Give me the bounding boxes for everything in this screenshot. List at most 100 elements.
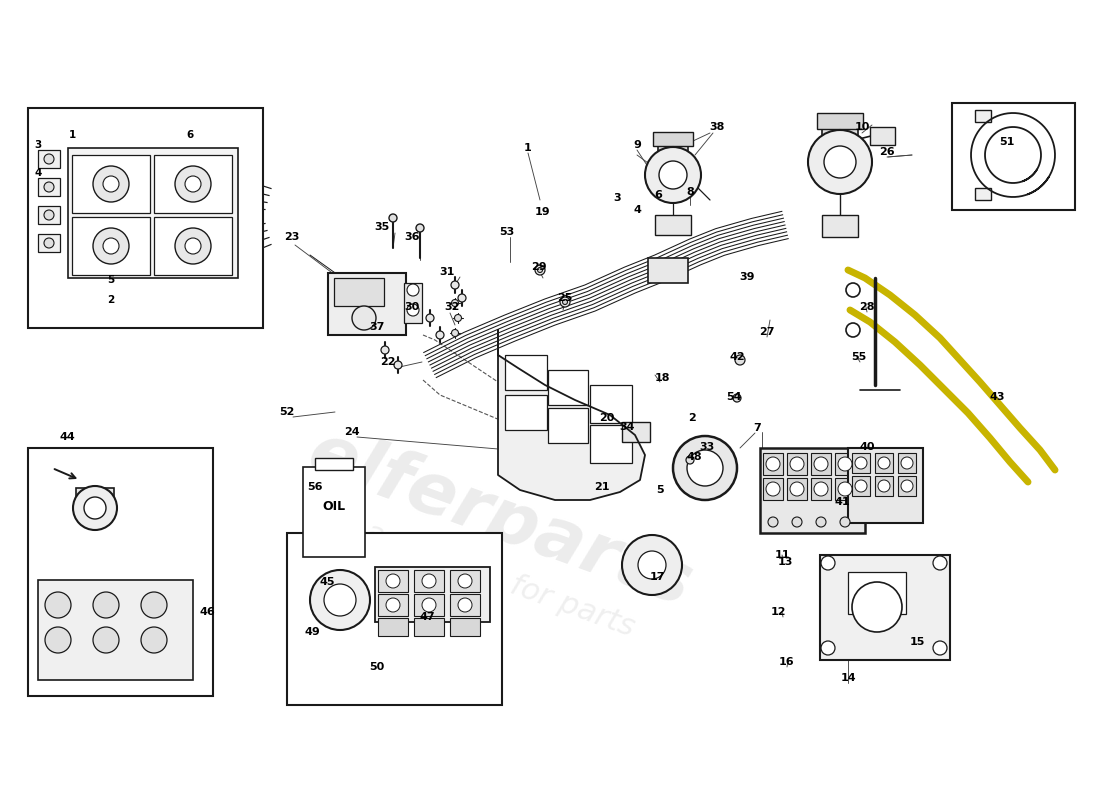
- Bar: [450, 570, 480, 592]
- Text: 16: 16: [779, 657, 795, 667]
- Text: 36: 36: [405, 232, 420, 242]
- Circle shape: [458, 598, 472, 612]
- Circle shape: [458, 294, 466, 302]
- Circle shape: [933, 641, 947, 655]
- Bar: [414, 570, 444, 592]
- Text: 33: 33: [700, 442, 715, 452]
- Text: 56: 56: [307, 482, 322, 492]
- Text: 21: 21: [594, 482, 609, 492]
- Text: 46: 46: [199, 607, 214, 617]
- Bar: [404, 283, 422, 323]
- Bar: [28, 108, 263, 328]
- Circle shape: [659, 161, 688, 189]
- Bar: [835, 453, 855, 475]
- Bar: [763, 478, 783, 500]
- Bar: [505, 355, 547, 390]
- Circle shape: [846, 323, 860, 337]
- Circle shape: [324, 584, 356, 616]
- Circle shape: [901, 457, 913, 469]
- Text: 49: 49: [304, 627, 320, 637]
- Text: 24: 24: [344, 427, 360, 437]
- Bar: [653, 132, 693, 146]
- Circle shape: [45, 592, 72, 618]
- Bar: [450, 594, 480, 616]
- Text: 47: 47: [419, 612, 435, 622]
- Text: 30: 30: [405, 302, 419, 312]
- Circle shape: [451, 330, 459, 337]
- Text: 6: 6: [186, 130, 194, 140]
- Text: 43: 43: [989, 392, 1004, 402]
- Text: 29: 29: [531, 262, 547, 272]
- Circle shape: [175, 228, 211, 264]
- Circle shape: [638, 551, 666, 579]
- Circle shape: [185, 176, 201, 192]
- Circle shape: [386, 598, 400, 612]
- Text: 28: 28: [859, 302, 874, 312]
- Text: 10: 10: [855, 122, 870, 132]
- Circle shape: [44, 210, 54, 220]
- Circle shape: [94, 592, 119, 618]
- Text: 34: 34: [619, 422, 635, 432]
- Bar: [898, 453, 916, 473]
- Bar: [328, 273, 406, 335]
- Circle shape: [426, 314, 434, 322]
- Text: 22: 22: [381, 357, 396, 367]
- Bar: [822, 215, 858, 237]
- Text: 27: 27: [759, 327, 774, 337]
- Text: 42: 42: [729, 352, 745, 362]
- Bar: [654, 215, 691, 235]
- Bar: [870, 127, 895, 145]
- Circle shape: [673, 436, 737, 500]
- Text: 44: 44: [59, 432, 75, 442]
- Bar: [822, 125, 858, 147]
- Circle shape: [840, 517, 850, 527]
- Text: 5: 5: [108, 275, 114, 285]
- Circle shape: [821, 556, 835, 570]
- Circle shape: [538, 267, 542, 273]
- Text: 26: 26: [879, 147, 894, 157]
- Circle shape: [389, 214, 397, 222]
- Circle shape: [44, 238, 54, 248]
- Text: 53: 53: [499, 227, 515, 237]
- Circle shape: [733, 394, 741, 402]
- Circle shape: [688, 450, 723, 486]
- Text: 19: 19: [535, 207, 550, 217]
- Circle shape: [407, 304, 419, 316]
- Bar: [848, 572, 906, 614]
- Circle shape: [824, 146, 856, 178]
- Bar: [898, 476, 916, 496]
- Text: 1: 1: [524, 143, 532, 153]
- Text: 31: 31: [439, 267, 454, 277]
- Circle shape: [535, 265, 544, 275]
- Bar: [817, 113, 864, 129]
- Text: 4: 4: [34, 168, 42, 178]
- Bar: [786, 478, 807, 500]
- Circle shape: [846, 283, 860, 297]
- Text: 40: 40: [859, 442, 874, 452]
- Circle shape: [838, 482, 853, 496]
- Circle shape: [878, 457, 890, 469]
- Text: 51: 51: [999, 137, 1014, 147]
- Bar: [590, 385, 632, 423]
- Circle shape: [44, 154, 54, 164]
- Circle shape: [94, 228, 129, 264]
- Bar: [302, 467, 365, 557]
- Circle shape: [73, 486, 117, 530]
- Circle shape: [407, 284, 419, 296]
- Circle shape: [814, 482, 828, 496]
- Bar: [658, 142, 688, 160]
- Text: 39: 39: [739, 272, 755, 282]
- Bar: [952, 103, 1075, 210]
- Circle shape: [422, 574, 436, 588]
- Text: a passion for parts: a passion for parts: [361, 518, 639, 642]
- Circle shape: [436, 331, 444, 339]
- Circle shape: [621, 535, 682, 595]
- Circle shape: [766, 482, 780, 496]
- Circle shape: [790, 457, 804, 471]
- Circle shape: [84, 497, 106, 519]
- Circle shape: [416, 224, 424, 232]
- Text: 4: 4: [634, 205, 641, 215]
- Polygon shape: [498, 330, 645, 500]
- Circle shape: [560, 297, 570, 307]
- Circle shape: [103, 238, 119, 254]
